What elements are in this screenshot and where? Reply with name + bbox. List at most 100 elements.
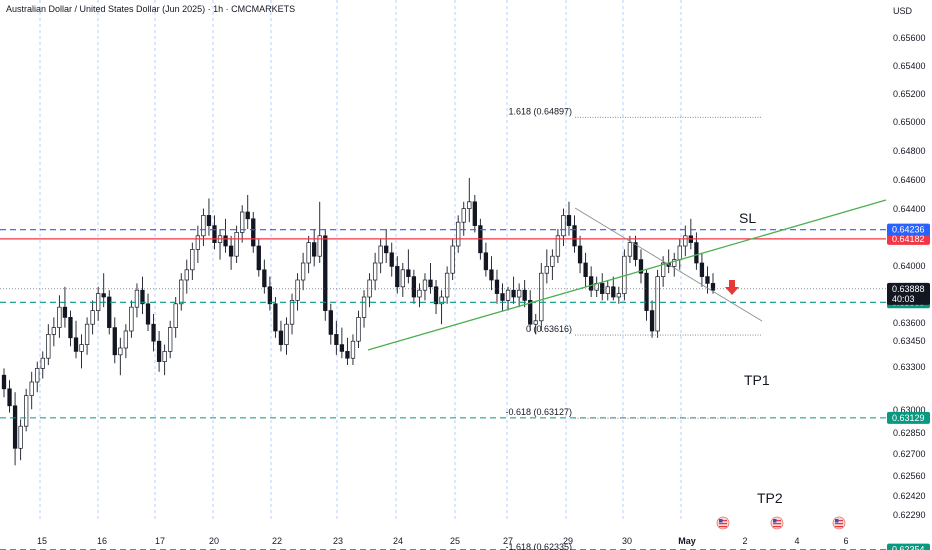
fib-level-label: -0.618 (0.63127) [505, 407, 572, 417]
candle-body [672, 259, 677, 267]
y-tick-label: 0.63300 [893, 362, 926, 372]
x-tick-label: 22 [272, 536, 282, 546]
us-flag-icon[interactable] [770, 516, 784, 530]
candle-body [489, 269, 494, 281]
fib-level-label: 0 (0.63616) [526, 324, 572, 334]
y-tick-label: 0.65200 [893, 89, 926, 99]
candle-body [411, 276, 417, 298]
candle-body [378, 245, 383, 264]
x-tick-label: 2 [742, 536, 747, 546]
candle-body [306, 242, 311, 264]
candle-body [312, 242, 317, 257]
candle-body [705, 276, 710, 284]
candle-body [555, 235, 561, 257]
candle-body [600, 283, 605, 294]
candle-body [201, 215, 206, 237]
candle-body [118, 347, 123, 356]
tp1-label: TP1 [744, 372, 770, 388]
x-tick-label: 29 [563, 536, 573, 546]
candle-body [500, 293, 505, 301]
y-tick-label: 0.64600 [893, 175, 926, 185]
candles [1, 178, 716, 466]
candle-body [533, 320, 538, 325]
candle-body [223, 235, 228, 247]
candle-body [134, 289, 140, 308]
x-tick-label: 17 [155, 536, 165, 546]
candle-body [439, 296, 444, 305]
chart-title: Australian Dollar / United States Dollar… [6, 4, 295, 14]
candle-body [694, 242, 699, 264]
candle-body [550, 255, 555, 267]
y-tick-label: 0.63450 [893, 336, 926, 346]
y-tick-label: 0.65400 [893, 61, 926, 71]
y-tick-label: 0.65000 [893, 117, 926, 127]
price-tags: 0.641820.642360.638090.631290.623540.638… [887, 223, 930, 550]
price-tag [887, 543, 930, 550]
down-arrow-icon [725, 280, 739, 295]
candle-body [228, 245, 234, 257]
candle-body [400, 269, 405, 288]
candle-body [101, 293, 106, 298]
candle-body [206, 215, 212, 226]
candle-body [334, 334, 339, 345]
candle-body [683, 235, 688, 247]
green-trendline[interactable] [367, 199, 887, 351]
y-tick-label: 0.64800 [893, 146, 926, 156]
y-tick-label: 0.62560 [893, 471, 926, 481]
y-tick-label: 0.62420 [893, 491, 926, 501]
tp2-label: TP2 [757, 490, 783, 506]
x-tick-label: 6 [843, 536, 848, 546]
x-tick-label: May [678, 536, 696, 546]
candle-body [190, 249, 195, 271]
currency-label: USD [893, 6, 913, 16]
candle-body [350, 340, 356, 359]
us-flag-icon[interactable] [716, 516, 730, 530]
candle-body [262, 269, 267, 288]
candle-body [528, 300, 533, 325]
candle-body [428, 279, 433, 288]
candle-body [234, 232, 239, 257]
candle-body [699, 262, 705, 277]
candle-body [677, 245, 682, 260]
candle-body [168, 327, 173, 352]
candle-body [317, 235, 322, 257]
candle-body [444, 272, 450, 298]
candle-body [7, 388, 12, 407]
candle-body [1, 374, 7, 390]
price-tag [887, 411, 930, 424]
x-tick-label: 23 [333, 536, 343, 546]
candle-body [151, 323, 156, 342]
candle-body [605, 286, 610, 294]
y-tick-label: 0.63600 [893, 318, 926, 328]
candle-body [156, 340, 162, 362]
x-tick-label: 20 [209, 536, 219, 546]
candle-body [572, 225, 577, 247]
y-tick-label: 0.64000 [893, 261, 926, 271]
price-tag [887, 223, 930, 236]
price-axis[interactable]: 0.65600 0.65400 0.65200 0.65000 0.64800 0.646… [893, 33, 926, 520]
candle-body [561, 215, 566, 237]
candle-body [372, 262, 378, 281]
y-tick-label: 0.62290 [893, 510, 926, 520]
time-axis[interactable]: 15 16 17 20 22 23 24 25 27 29 30 May 2 4 6 [37, 536, 849, 546]
us-flag-icon[interactable] [832, 516, 846, 530]
price-tag-label: 0.64182 [892, 234, 925, 244]
candle-body [522, 289, 527, 301]
grey-trendline[interactable] [574, 207, 763, 322]
candle-body [544, 266, 549, 274]
candle-body [433, 286, 439, 305]
candle-body [300, 262, 306, 281]
fibonacci-extension: 2.618 (0.65689)1.618 (0.64897)0 (0.63616… [505, 106, 762, 550]
candle-body [417, 289, 422, 298]
candle-body [539, 272, 544, 322]
candle-body [251, 218, 256, 247]
candle-body [18, 425, 23, 449]
x-tick-label: 25 [450, 536, 460, 546]
candle-body [566, 215, 572, 226]
candle-body [450, 245, 455, 274]
y-tick-label: 0.62700 [893, 449, 926, 459]
candle-body [129, 306, 134, 332]
candle-body [96, 293, 101, 311]
candle-body [46, 334, 51, 359]
